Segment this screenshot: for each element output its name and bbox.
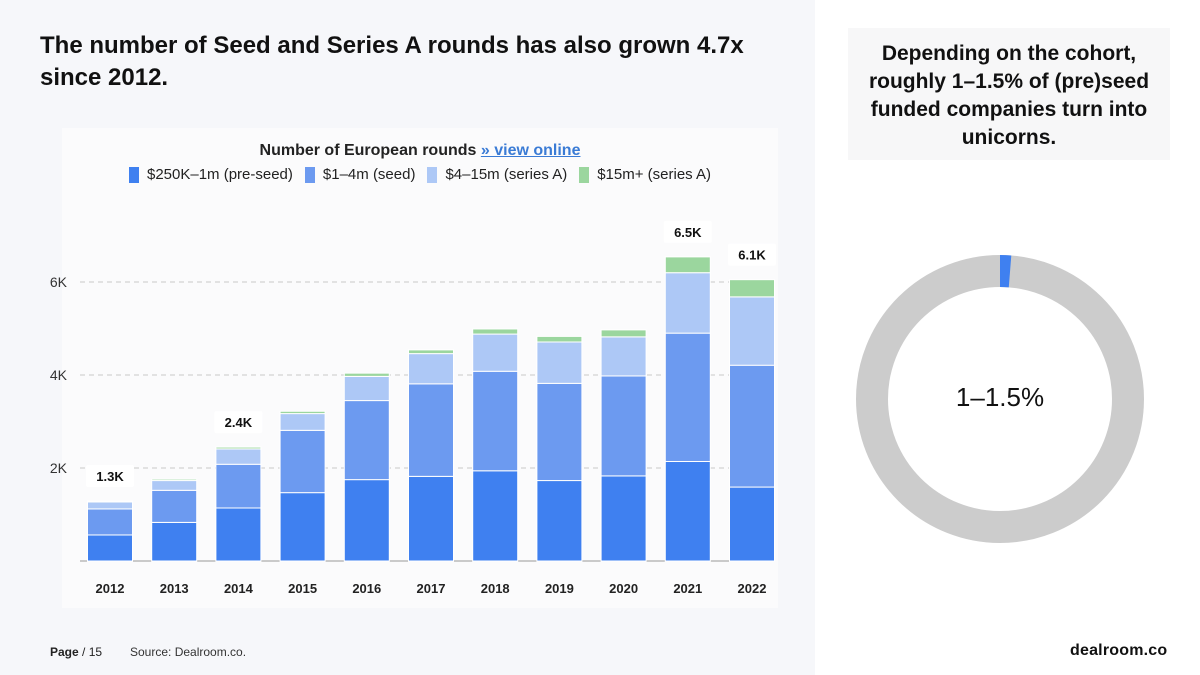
bar-segment <box>408 383 454 477</box>
legend-item-pre-seed: $250K–1m (pre-seed) <box>128 166 293 183</box>
total-label: 2.4K <box>225 415 253 430</box>
bar-segment <box>215 507 262 562</box>
total-label: 6.5K <box>674 225 702 240</box>
bar-segment <box>729 279 775 298</box>
bar-segment <box>408 353 454 385</box>
legend-swatch-series-a-large <box>579 166 590 183</box>
x-tick-label: 2021 <box>673 581 702 596</box>
bar-segment <box>343 400 390 481</box>
bar-segment <box>729 364 775 488</box>
bar-segment <box>151 480 198 491</box>
x-tick-label: 2020 <box>609 581 638 596</box>
stacked-bar-chart: 2K 4K 6K 2012 1.3K 2013 2014 2.4K 2015 2016 2017 20… <box>49 220 776 596</box>
view-online-link[interactable]: » view online <box>480 142 581 159</box>
total-label: 6.1K <box>738 248 766 263</box>
side-note-box <box>848 28 1170 160</box>
total-label-bg <box>728 243 776 266</box>
legend-label-pre-seed: $250K–1m (pre-seed) <box>146 166 293 183</box>
bar-segment <box>536 335 583 343</box>
bar-segment <box>343 479 390 562</box>
chart-title: Number of European rounds » view online <box>62 142 778 160</box>
bar-segment <box>600 375 647 477</box>
bar-segment <box>87 501 133 510</box>
legend-swatch-seed <box>304 166 315 183</box>
bar-segment <box>343 375 390 402</box>
y-tick-label: 2K <box>50 460 68 476</box>
bar-segment <box>600 336 647 377</box>
x-tick-label: 2019 <box>545 581 574 596</box>
bar-segment <box>664 332 711 462</box>
bar-segment <box>729 296 775 366</box>
bar-segment <box>151 478 198 482</box>
total-label-bg <box>86 465 134 488</box>
bar-segment <box>279 429 326 494</box>
total-label-bg <box>214 411 263 434</box>
page-label: Page <box>50 645 79 659</box>
bar-segment <box>215 463 262 509</box>
x-tick-label: 2018 <box>481 581 510 596</box>
donut-center-label: 1–1.5% <box>955 382 1045 412</box>
total-label: 1.3K <box>96 469 124 484</box>
bar-segment <box>729 486 775 562</box>
x-tick-label: 2022 <box>738 581 767 596</box>
bar-segment <box>215 448 262 465</box>
x-tick-label: 2013 <box>160 581 189 596</box>
bar-segment <box>536 341 583 384</box>
bar-segment <box>408 475 454 562</box>
bar-segment <box>536 382 583 482</box>
total-label-bg <box>663 220 712 243</box>
dealroom-logo: dealroom.co <box>1070 642 1168 659</box>
bar-segment <box>664 460 711 562</box>
legend-swatch-series-a <box>427 166 438 183</box>
legend-label-series-a: $4–15m (series A) <box>445 166 568 183</box>
bar-segment <box>600 475 647 562</box>
chart-legend: $250K–1m (pre-seed) $1–4m (seed) $4–15m … <box>62 166 778 183</box>
x-tick-label: 2016 <box>352 581 381 596</box>
legend-item-seed: $1–4m (seed) <box>304 166 416 183</box>
bar-segment <box>472 470 519 562</box>
legend-label-seed: $1–4m (seed) <box>322 166 416 183</box>
bar-segment <box>472 333 519 372</box>
bar-segment <box>472 328 519 335</box>
bar-segment <box>215 446 262 450</box>
bar-segment <box>536 480 583 562</box>
bar-segment <box>87 508 133 536</box>
source-note: Source: Dealroom.co. <box>130 645 247 659</box>
page-indicator: Page / 15 <box>50 645 102 659</box>
headline: The number of Seed and Series A rounds h… <box>40 32 744 91</box>
legend-item-series-a: $4–15m (series A) <box>427 166 567 183</box>
bar-segment <box>600 329 647 338</box>
legend-item-series-a-large: $15m+ (series A) <box>579 166 711 183</box>
bar-segment <box>151 489 198 523</box>
bar-segment <box>87 534 133 562</box>
donut-chart <box>856 255 1144 543</box>
legend-swatch-pre-seed <box>128 166 139 183</box>
bar-segment <box>279 413 326 431</box>
y-tick-label: 6K <box>50 274 68 290</box>
side-note: Depending on the cohort, roughly 1–1.5% … <box>868 42 1150 149</box>
bar-segment <box>472 370 519 472</box>
bar-segment <box>343 372 390 377</box>
x-tick-label: 2012 <box>96 581 125 596</box>
x-tick-label: 2014 <box>224 581 254 596</box>
y-tick-label: 4K <box>50 367 68 383</box>
chart-title-text: Number of European rounds <box>259 142 477 159</box>
bar-segment <box>664 272 711 334</box>
bar-segment <box>408 349 454 355</box>
x-tick-label: 2017 <box>417 581 446 596</box>
bar-segment <box>87 500 133 503</box>
bar-segment <box>279 492 326 562</box>
legend-label-series-a-large: $15m+ (series A) <box>597 166 711 183</box>
x-tick-label: 2015 <box>288 581 317 596</box>
bar-segment <box>664 256 711 274</box>
bar-segment <box>151 521 198 562</box>
page-total: / 15 <box>82 645 103 659</box>
bar-segment <box>279 410 326 415</box>
